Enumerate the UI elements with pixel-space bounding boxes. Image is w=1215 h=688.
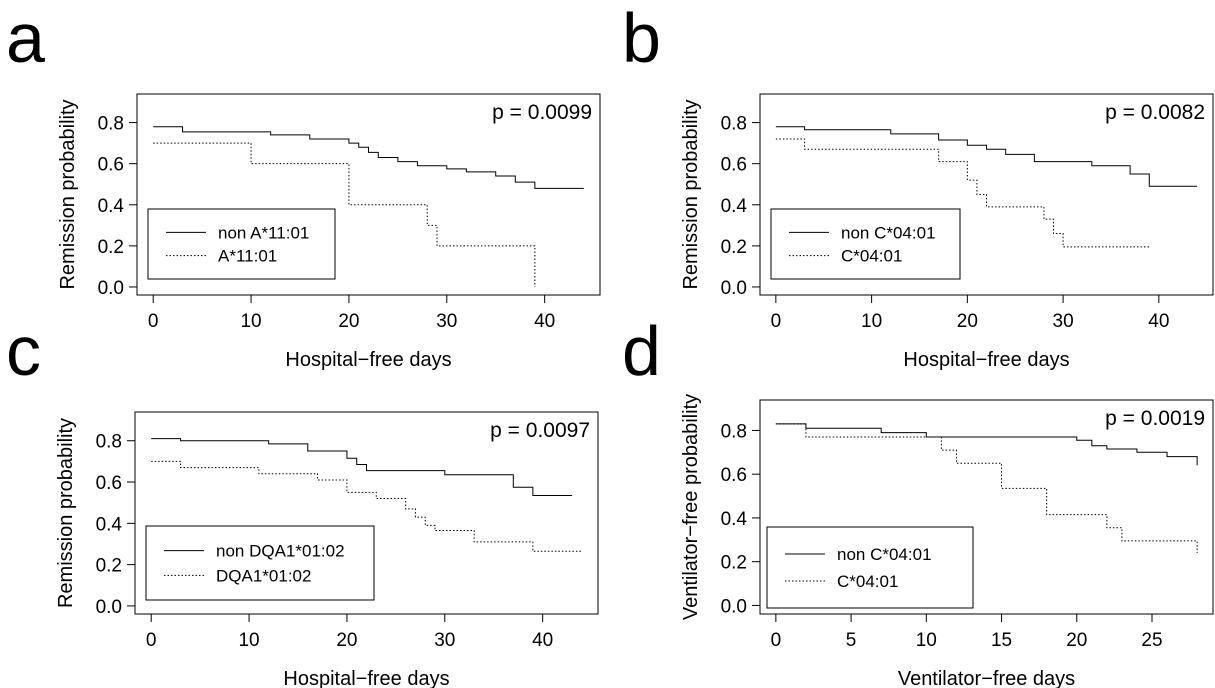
panel-label: d: [622, 312, 661, 390]
plot-frame: [759, 399, 1214, 615]
plot-frame: [134, 411, 599, 615]
x-tick-label: 30: [434, 630, 455, 651]
series-line-1: [775, 423, 1198, 466]
y-tick-label: 0.6: [98, 155, 124, 176]
legend: non C*04:01 C*04:01: [770, 208, 961, 280]
y-tick-label: 0.4: [721, 196, 748, 217]
y-axis-label: Remission probability: [55, 418, 77, 608]
legend-entry: non C*04:01: [837, 545, 932, 564]
series-group: [151, 438, 582, 552]
x-tick-label: 10: [240, 311, 261, 332]
y-axis-label: Ventilator−free probability: [680, 394, 702, 620]
x-tick-label: 20: [957, 311, 978, 332]
p-value-annotation: p = 0.0099: [492, 101, 592, 124]
panel-label: a: [6, 0, 45, 77]
legend-entry: C*04:01: [837, 572, 898, 591]
y-tick-label: 0.2: [721, 553, 747, 574]
plot-frame: [136, 93, 601, 296]
y-tick-label: 0.2: [98, 237, 124, 258]
panel-label: b: [622, 0, 661, 77]
p-value-annotation: p = 0.0097: [490, 419, 590, 442]
series-line-1: [775, 126, 1198, 187]
y-tick-label: 0.6: [721, 465, 747, 486]
legend-box: [147, 208, 336, 280]
legend: non C*04:01 C*04:01: [766, 526, 974, 609]
x-tick-label: 10: [238, 630, 259, 651]
x-tick-label: 0: [148, 311, 159, 332]
x-tick-label: 30: [436, 311, 457, 332]
y-tick-label: 0.0: [721, 596, 747, 617]
x-axis-label: Hospital−free days: [903, 349, 1069, 371]
plot-frame: [759, 93, 1214, 296]
panel-d: d 0 5 10 15 20 25 0.0 0.2 0.4 0.6 0.8 Ventilator−fre…: [622, 312, 1214, 688]
legend: non DQA1*01:02 DQA1*01:02: [145, 525, 375, 601]
x-tick-label: 25: [1141, 630, 1162, 651]
legend-entry: non A*11:01: [218, 223, 309, 242]
y-tick-label: 0.8: [721, 114, 747, 135]
legend-box: [770, 208, 961, 280]
y-tick-label: 0.0: [96, 597, 122, 618]
y-tick-label: 0.8: [98, 114, 124, 135]
y-tick-label: 0.2: [721, 237, 747, 258]
series-line-1: [151, 438, 573, 496]
legend-box: [766, 526, 974, 609]
series-line-1: [153, 126, 584, 189]
x-tick-label: 0: [771, 311, 782, 332]
y-axis-label: Remission probability: [57, 99, 79, 289]
legend-entry: non DQA1*01:02: [216, 542, 345, 561]
y-tick-label: 0.8: [96, 432, 122, 453]
legend-entry: A*11:01: [218, 247, 277, 266]
x-tick-label: 0: [771, 630, 782, 651]
y-tick-label: 0.2: [96, 556, 122, 577]
y-axis-label: Remission probability: [680, 99, 702, 289]
legend-entry: DQA1*01:02: [216, 566, 311, 585]
y-tick-label: 0.4: [96, 514, 123, 535]
series-group: [775, 126, 1198, 248]
y-tick-label: 0.0: [98, 278, 124, 299]
x-axis-label: Ventilator−free days: [898, 668, 1075, 688]
x-tick-label: 40: [532, 630, 553, 651]
x-tick-label: 10: [861, 311, 882, 332]
x-axis-label: Hospital−free days: [283, 668, 449, 688]
x-tick-label: 0: [146, 630, 157, 651]
y-tick-label: 0.6: [96, 473, 122, 494]
x-tick-label: 20: [1066, 630, 1087, 651]
x-tick-label: 10: [916, 630, 937, 651]
series-group: [153, 126, 584, 287]
series-group: [775, 423, 1198, 553]
y-tick-label: 0.0: [721, 278, 747, 299]
legend: non A*11:01 A*11:01: [147, 208, 336, 280]
legend-entry: non C*04:01: [841, 223, 936, 242]
series-line-2: [775, 138, 1150, 248]
x-tick-label: 5: [846, 630, 857, 651]
y-tick-label: 0.8: [721, 421, 747, 442]
y-tick-label: 0.4: [98, 196, 125, 217]
series-line-2: [151, 460, 582, 552]
x-axis-label: Hospital−free days: [285, 349, 451, 371]
x-tick-label: 15: [991, 630, 1012, 651]
x-tick-label: 20: [338, 311, 359, 332]
panel-label: c: [6, 312, 41, 390]
p-value-annotation: p = 0.0019: [1105, 407, 1205, 430]
y-tick-label: 0.4: [721, 509, 748, 530]
x-tick-label: 40: [1148, 311, 1169, 332]
panel-b: b 0 10 20 30 40 0.0 0.2 0.4 0.6 0.8 Hospital−free d…: [622, 0, 1214, 371]
x-tick-label: 30: [1053, 311, 1074, 332]
x-tick-label: 40: [534, 311, 555, 332]
panel-a: a 0 10 20 30 40 0.0 0.2 0.4 0.6 0.8 Hospital−free d…: [6, 0, 601, 371]
p-value-annotation: p = 0.0082: [1105, 101, 1205, 124]
panel-c: c 0 10 20 30 40 0.0 0.2 0.4 0.6 0.8 Hospital−free d…: [6, 312, 599, 688]
legend-box: [145, 525, 375, 601]
series-line-2: [775, 423, 1198, 553]
x-tick-label: 20: [336, 630, 357, 651]
legend-entry: C*04:01: [841, 247, 902, 266]
y-tick-label: 0.6: [721, 155, 747, 176]
